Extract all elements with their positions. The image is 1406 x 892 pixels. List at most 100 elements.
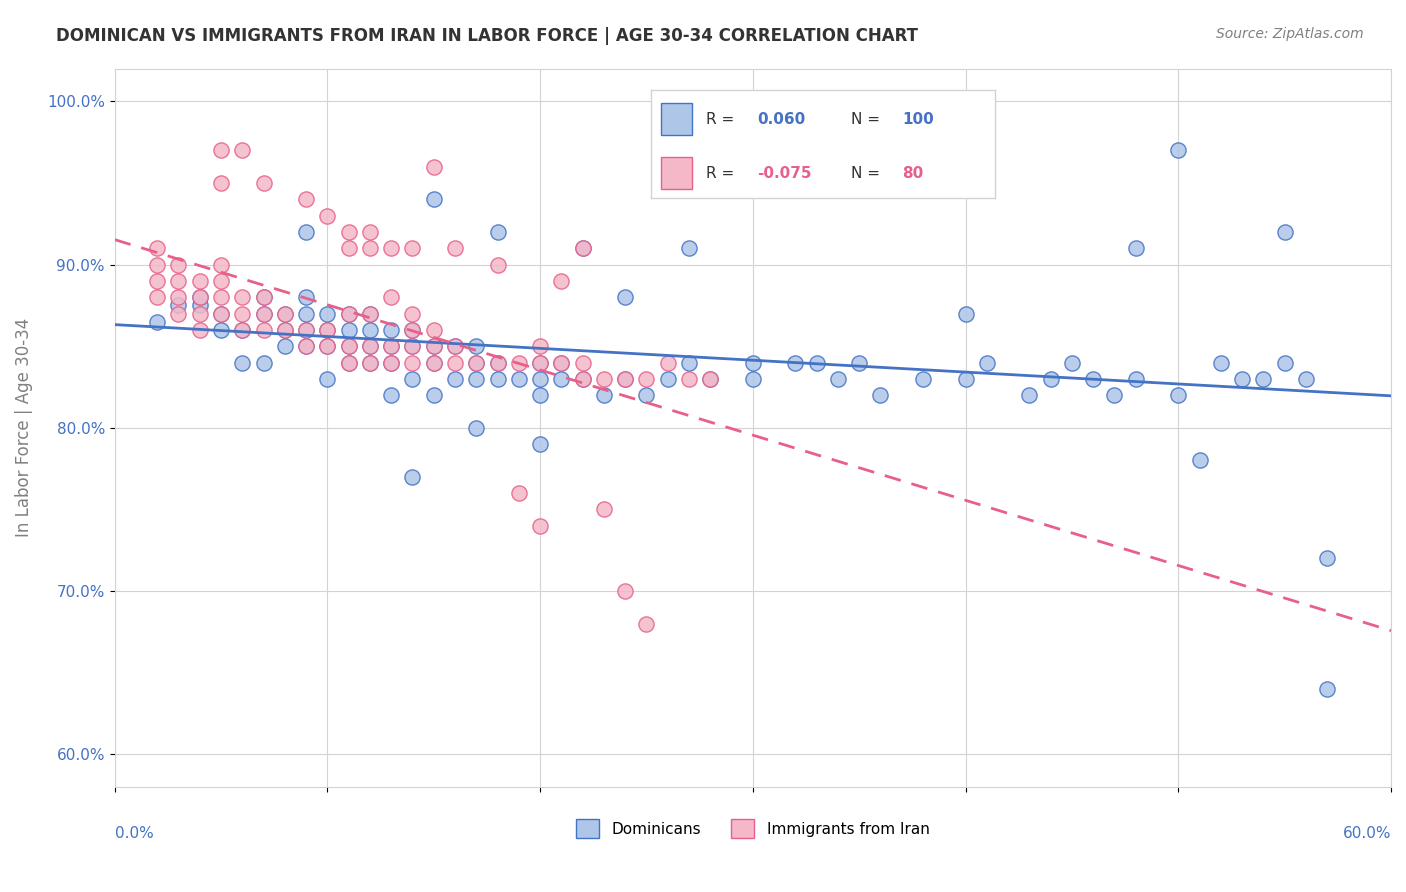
Point (167, 258, 190, 272)
Point (316, 339, 339, 353)
Point (465, 372, 488, 386)
Point (167, 274, 190, 288)
Point (401, 355, 423, 369)
Point (1253, 372, 1275, 386)
Point (699, 372, 721, 386)
Point (422, 339, 444, 353)
Point (1039, 372, 1062, 386)
Point (337, 339, 360, 353)
Point (380, 388, 402, 402)
Point (316, 372, 339, 386)
Point (550, 372, 572, 386)
Legend: Dominicans, Immigrants from Iran: Dominicans, Immigrants from Iran (569, 814, 935, 844)
Point (209, 323, 232, 337)
Point (486, 258, 509, 272)
Point (976, 355, 998, 369)
Point (550, 274, 572, 288)
Point (1295, 372, 1317, 386)
Point (422, 388, 444, 402)
Point (869, 388, 891, 402)
Point (955, 306, 977, 320)
Point (274, 306, 297, 320)
Point (550, 355, 572, 369)
Point (231, 290, 253, 304)
Point (146, 290, 169, 304)
Point (316, 306, 339, 320)
Point (337, 241, 360, 255)
Point (444, 355, 467, 369)
Point (359, 355, 381, 369)
Point (188, 306, 211, 320)
Point (359, 339, 381, 353)
Point (231, 143, 253, 157)
Point (657, 355, 679, 369)
Point (295, 323, 318, 337)
Point (465, 355, 488, 369)
Point (699, 372, 721, 386)
Text: 60.0%: 60.0% (1343, 826, 1391, 841)
Point (1125, 372, 1147, 386)
Point (1316, 682, 1339, 697)
Point (1018, 388, 1040, 402)
Point (274, 339, 297, 353)
Point (231, 323, 253, 337)
Point (209, 306, 232, 320)
Point (380, 355, 402, 369)
Point (401, 323, 423, 337)
Point (529, 339, 551, 353)
Point (444, 339, 467, 353)
Point (401, 470, 423, 484)
Point (167, 298, 190, 312)
Point (571, 372, 593, 386)
Point (636, 372, 658, 386)
Point (657, 372, 679, 386)
Point (678, 372, 700, 386)
Point (1104, 388, 1126, 402)
Point (188, 323, 211, 337)
Point (274, 306, 297, 320)
Point (614, 372, 637, 386)
Text: DOMINICAN VS IMMIGRANTS FROM IRAN IN LABOR FORCE | AGE 30-34 CORRELATION CHART: DOMINICAN VS IMMIGRANTS FROM IRAN IN LAB… (56, 27, 918, 45)
Point (380, 355, 402, 369)
Point (508, 486, 530, 500)
Point (785, 176, 807, 190)
Point (316, 339, 339, 353)
Point (380, 290, 402, 304)
Point (252, 306, 274, 320)
Point (422, 160, 444, 174)
Point (188, 298, 211, 312)
Point (359, 339, 381, 353)
Point (636, 388, 658, 402)
Point (486, 355, 509, 369)
Point (422, 192, 444, 206)
Point (209, 290, 232, 304)
Point (1230, 372, 1253, 386)
Point (337, 355, 360, 369)
Point (529, 437, 551, 451)
Point (529, 518, 551, 533)
Point (401, 372, 423, 386)
Y-axis label: In Labor Force | Age 30-34: In Labor Force | Age 30-34 (15, 318, 32, 538)
Point (146, 258, 169, 272)
Point (337, 306, 360, 320)
Point (593, 372, 616, 386)
Point (1274, 225, 1296, 239)
Point (422, 355, 444, 369)
Point (295, 225, 318, 239)
Point (465, 339, 488, 353)
Point (295, 290, 318, 304)
Point (911, 372, 934, 386)
Point (1060, 355, 1083, 369)
Point (508, 355, 530, 369)
Point (359, 355, 381, 369)
Point (593, 502, 616, 516)
Point (614, 290, 637, 304)
Point (1167, 388, 1189, 402)
Point (741, 372, 763, 386)
Point (529, 355, 551, 369)
Point (529, 388, 551, 402)
Point (209, 306, 232, 320)
Point (209, 143, 232, 157)
Point (848, 355, 870, 369)
Point (337, 306, 360, 320)
